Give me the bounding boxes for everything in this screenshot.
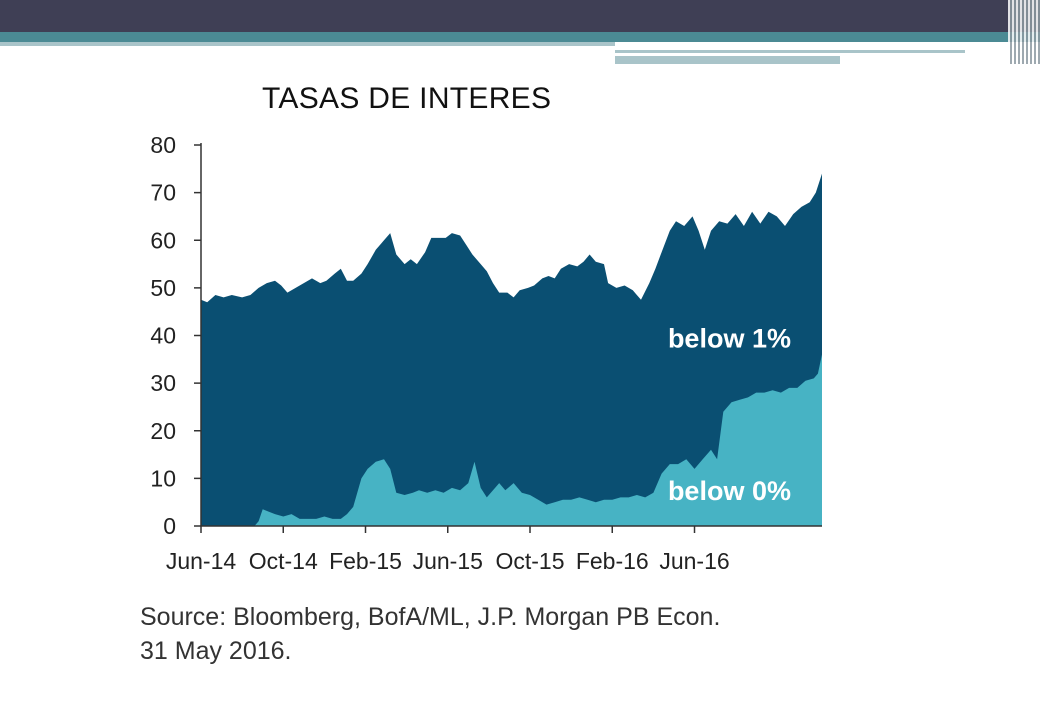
axis-layer: 0 10 20 30 40 50 60 70 80 Jun-14 Oct-14 Feb-15 Jun-1… — [150, 132, 822, 574]
slide-accent-line-right — [615, 50, 965, 53]
x-tick-label: Jun-15 — [413, 548, 483, 574]
source-note: Source: Bloomberg, BofA/ML, J.P. Morgan … — [140, 600, 720, 668]
y-tick-label: 10 — [150, 465, 176, 491]
source-line-2: 31 May 2016. — [140, 637, 292, 665]
y-tick-label: 80 — [150, 132, 176, 158]
annotation-layer: below 1% below 0% — [668, 323, 791, 505]
slide-title: TASAS DE INTERES — [262, 82, 552, 115]
slide-corner-stripes — [1008, 0, 1040, 64]
x-tick-label: Feb-16 — [576, 548, 649, 574]
y-tick-label: 30 — [150, 370, 176, 396]
slide-accent-line — [0, 42, 615, 46]
x-tick-label: Jun-14 — [166, 548, 237, 574]
y-tick-label: 50 — [150, 275, 176, 301]
x-tick-label: Jun-16 — [659, 548, 729, 574]
slide-top-bar — [0, 0, 1040, 32]
y-tick-label: 60 — [150, 227, 176, 253]
source-line-1: Source: Bloomberg, BofA/ML, J.P. Morgan … — [140, 603, 721, 631]
y-tick-label: 40 — [150, 323, 176, 349]
x-tick-label: Oct-15 — [495, 548, 564, 574]
label-below-0pct: below 0% — [668, 476, 791, 506]
x-tick-label: Feb-15 — [329, 548, 402, 574]
series-area-below-1pct — [201, 173, 822, 526]
slide-accent-block-right — [615, 56, 840, 64]
y-tick-label: 70 — [150, 180, 176, 206]
series-layer — [201, 173, 822, 526]
y-tick-label: 20 — [150, 418, 176, 444]
label-below-1pct: below 1% — [668, 323, 791, 353]
y-tick-label: 0 — [163, 513, 176, 539]
slide-accent-band — [0, 32, 1040, 42]
x-tick-label: Oct-14 — [249, 548, 318, 574]
series-area-below-0pct — [201, 354, 822, 526]
